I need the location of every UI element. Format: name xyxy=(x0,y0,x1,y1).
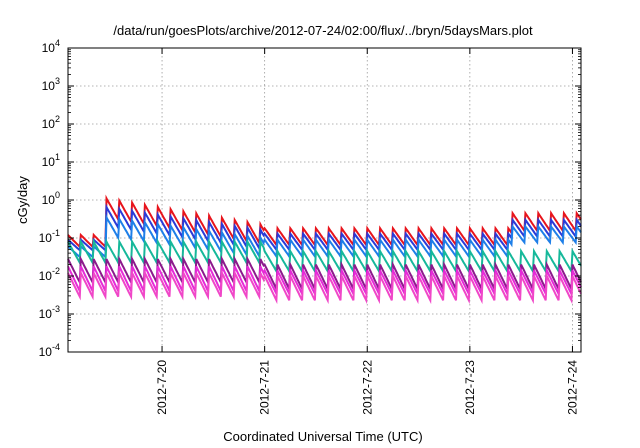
x-tick-label: 2012-7-21 xyxy=(258,360,272,415)
y-tick-label: 101 xyxy=(42,152,60,169)
series-line-2 xyxy=(67,203,582,253)
grid xyxy=(68,48,581,352)
axis-ticks xyxy=(68,47,581,353)
x-tick-label: 2012-7-24 xyxy=(565,360,579,415)
x-axis-title: Coordinated Universal Time (UTC) xyxy=(223,429,422,444)
chart-title: /data/run/goesPlots/archive/2012-07-24/0… xyxy=(113,23,533,38)
series-line-3 xyxy=(67,213,582,260)
y-tick-label: 103 xyxy=(42,76,60,93)
series-line-4 xyxy=(67,238,582,275)
series-line-7 xyxy=(67,269,582,305)
series-line-6 xyxy=(67,265,582,298)
x-tick-label: 2012-7-20 xyxy=(155,360,169,415)
x-tick-label: 2012-7-22 xyxy=(360,360,374,415)
x-axis-tick-labels: 2012-7-20 2012-7-21 2012-7-22 2012-7-23 2012… xyxy=(155,360,579,415)
y-axis-title: cGy/day xyxy=(15,176,30,224)
y-axis-tick-labels: 10-4 10-3 10-2 10-1 100 101 102 103 104 xyxy=(39,38,60,359)
series-line-5 xyxy=(67,255,582,293)
y-tick-label: 102 xyxy=(42,114,60,131)
x-tick-label: 2012-7-23 xyxy=(463,360,477,415)
y-tick-label: 10-3 xyxy=(39,304,60,321)
y-tick-label: 10-1 xyxy=(39,228,60,245)
y-tick-label: 100 xyxy=(42,190,60,207)
y-tick-label: 10-2 xyxy=(39,266,60,283)
y-tick-label: 104 xyxy=(42,38,60,55)
y-tick-label: 10-4 xyxy=(39,342,60,359)
series-line-1 xyxy=(67,194,582,250)
series-group xyxy=(67,194,582,305)
